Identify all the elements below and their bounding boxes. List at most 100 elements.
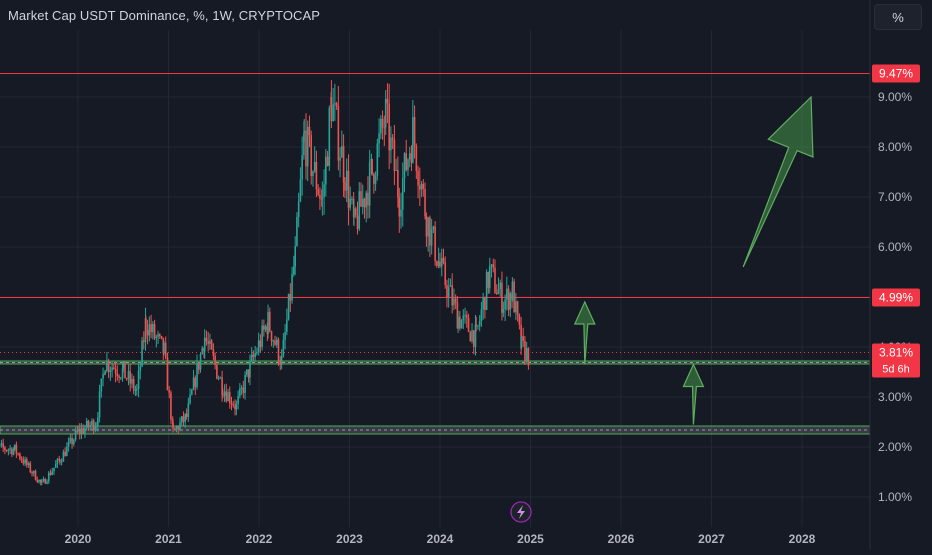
candle-body	[267, 312, 269, 334]
candle-body	[184, 414, 186, 422]
candle-body	[108, 361, 110, 372]
candle-body	[421, 184, 423, 190]
candle-body	[135, 390, 137, 391]
candle-body	[402, 178, 404, 209]
candle-body	[293, 267, 295, 274]
y-tick-label: 1.00%	[878, 490, 912, 504]
level-price-label: 4.99%	[879, 291, 913, 305]
candle-body	[188, 403, 190, 417]
candle-body	[229, 392, 231, 403]
candle-body	[117, 374, 119, 377]
candle-body	[201, 348, 203, 354]
candle-body	[241, 388, 243, 389]
candle-body	[290, 294, 292, 301]
candle-body	[225, 391, 227, 401]
candle-body	[237, 396, 239, 404]
candle-body	[377, 144, 379, 176]
candle-body	[207, 342, 209, 344]
candle-body	[81, 428, 83, 433]
candle-body	[515, 301, 517, 312]
candle-body	[353, 208, 355, 217]
candle-body	[104, 371, 106, 375]
candle-body	[251, 355, 253, 361]
candle-body	[124, 362, 126, 379]
replay-icon[interactable]	[511, 502, 531, 522]
candle-body	[395, 170, 397, 171]
candle-body	[508, 289, 510, 310]
candle-body	[450, 285, 452, 286]
candle-body	[331, 97, 333, 121]
candle-body	[317, 189, 319, 195]
candle-body	[346, 171, 348, 191]
x-tick-label: 2023	[336, 532, 363, 546]
candle-body	[281, 356, 283, 364]
candle-body	[397, 170, 399, 197]
candle-body	[35, 471, 37, 480]
candle-body	[436, 261, 438, 266]
candle-body	[41, 482, 43, 483]
candle-body	[387, 99, 389, 104]
candle-body	[519, 315, 521, 325]
candle-body	[473, 330, 475, 347]
candle-body	[224, 391, 226, 395]
candle-body	[323, 184, 325, 196]
candle-body	[44, 479, 46, 484]
candle	[141, 337, 143, 367]
candle-body	[294, 246, 296, 266]
candle-body	[239, 388, 241, 396]
candle-body	[2, 443, 4, 447]
candle-body	[405, 153, 407, 170]
unit-toggle-button[interactable]: %	[874, 4, 922, 30]
candle-body	[329, 108, 331, 166]
candle-body	[46, 481, 48, 483]
candle-body	[298, 201, 300, 217]
candle-body	[349, 199, 351, 208]
candle-body	[99, 392, 101, 418]
candle-body	[484, 297, 486, 310]
candle	[371, 159, 373, 176]
candle-body	[196, 363, 198, 387]
candle-body	[220, 377, 222, 378]
candle-body	[398, 198, 400, 217]
candle-body	[193, 378, 195, 390]
y-tick-label: 3.00%	[878, 390, 912, 404]
candle-body	[351, 199, 353, 200]
candle-body	[439, 262, 441, 267]
candle-body	[110, 370, 112, 371]
candle-body	[486, 272, 488, 310]
candle-body	[263, 326, 265, 330]
candle-body	[279, 362, 281, 365]
candle	[329, 105, 331, 171]
candle-body	[468, 318, 470, 332]
candle-body	[253, 355, 255, 357]
candle-body	[459, 317, 461, 329]
candle-body	[258, 340, 260, 352]
candle-body	[4, 448, 6, 451]
candle-body	[378, 133, 380, 143]
candle-body	[30, 463, 32, 472]
candle-body	[441, 258, 443, 266]
candle-body	[174, 428, 176, 429]
candle-body	[26, 459, 28, 465]
candle-body	[128, 371, 130, 379]
x-tick-label: 2020	[65, 532, 92, 546]
candle-body	[140, 366, 142, 370]
candle-body	[254, 353, 256, 357]
candle-body	[79, 429, 81, 434]
candle-body	[491, 264, 493, 266]
candle-body	[310, 135, 312, 176]
candle-body	[93, 421, 95, 431]
y-tick-label: 8.00%	[878, 140, 912, 154]
x-tick-label: 2024	[427, 532, 454, 546]
candle-body	[412, 117, 414, 163]
candle-body	[334, 103, 336, 104]
candle	[434, 221, 436, 266]
candle-body	[6, 450, 8, 451]
candle-body	[284, 332, 286, 340]
candle-body	[316, 162, 318, 189]
candle-body	[234, 406, 236, 410]
candle-body	[276, 340, 278, 345]
candle-body	[1, 443, 3, 444]
candle-body	[156, 337, 158, 338]
